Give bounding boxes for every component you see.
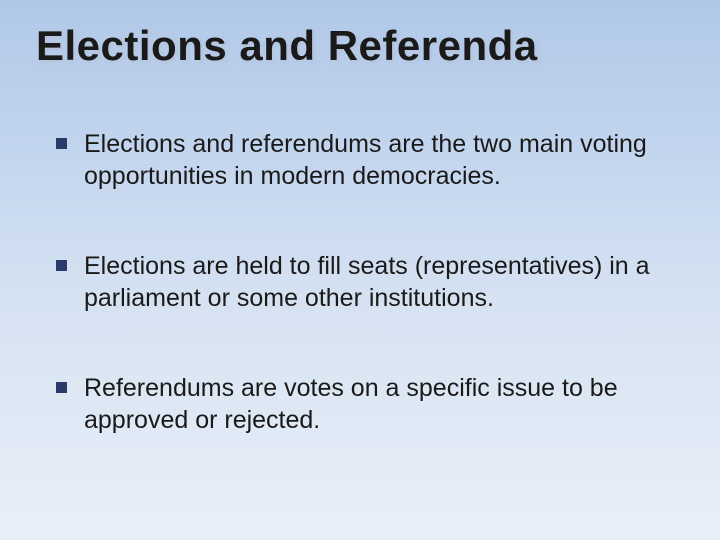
bullet-item: Elections and referendums are the two ma…: [84, 128, 684, 192]
bullet-item: Referendums are votes on a specific issu…: [84, 372, 684, 436]
bullet-item: Elections are held to fill seats (repres…: [84, 250, 684, 314]
slide-title: Elections and Referenda: [36, 22, 684, 70]
slide: Elections and Referenda Elections and re…: [0, 0, 720, 540]
bullet-list: Elections and referendums are the two ma…: [36, 128, 684, 436]
